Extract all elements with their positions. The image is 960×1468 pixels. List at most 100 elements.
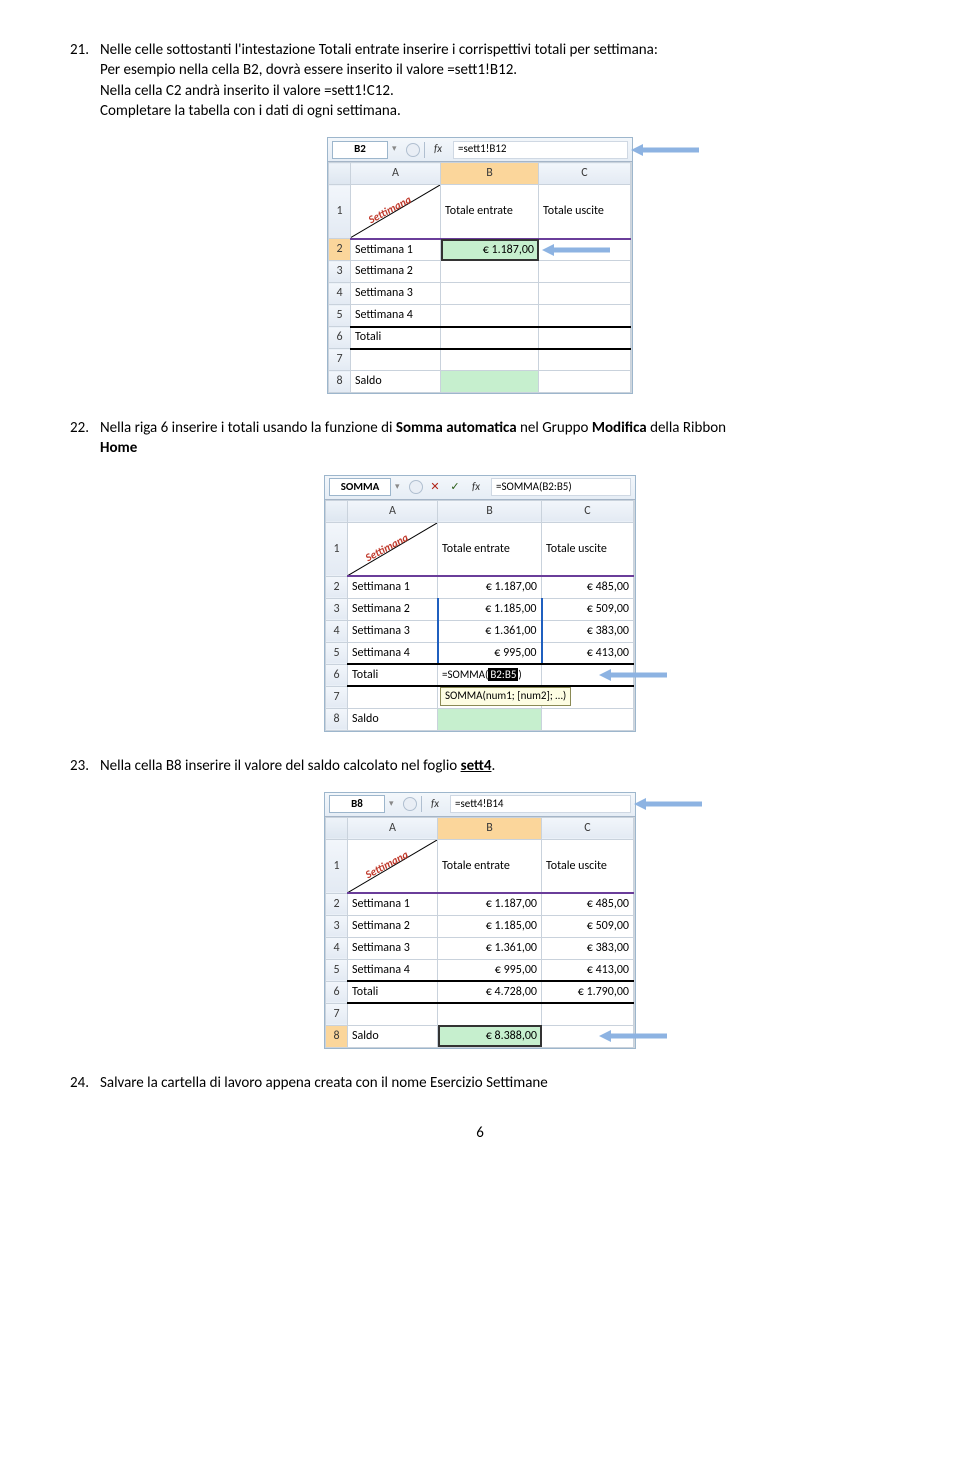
cell-C8[interactable] — [542, 708, 634, 730]
cell-C4[interactable] — [539, 283, 631, 305]
cell-B6[interactable]: =SOMMA(B2:B5) — [438, 664, 542, 686]
cell-C1[interactable]: Totale uscite — [542, 522, 634, 576]
cell-B2[interactable]: € 1.187,00 — [438, 893, 542, 915]
cell-A7[interactable] — [351, 349, 441, 371]
row-header-8[interactable]: 8 — [326, 1025, 348, 1047]
cell-B2[interactable]: € 1.187,00 — [441, 239, 539, 261]
row-header-7[interactable]: 7 — [329, 349, 351, 371]
cell-C2[interactable]: € 485,00 — [542, 893, 634, 915]
cell-B8[interactable]: € 8.388,00 — [438, 1025, 542, 1047]
row-header-3[interactable]: 3 — [329, 261, 351, 283]
cell-B1[interactable]: Totale entrate — [438, 522, 542, 576]
cell-A4[interactable]: Settimana 3 — [351, 283, 441, 305]
cell-A4[interactable]: Settimana 3 — [348, 620, 438, 642]
name-box[interactable]: B8 — [329, 795, 385, 813]
cell-C8[interactable] — [539, 371, 631, 393]
cell-A1[interactable]: Settimana — [351, 185, 441, 239]
row-header-7[interactable]: 7 — [326, 686, 348, 708]
cell-B1[interactable]: Totale entrate — [441, 185, 539, 239]
corner-cell[interactable] — [326, 817, 348, 839]
cell-A6[interactable]: Totali — [348, 981, 438, 1003]
cell-B7[interactable] — [441, 349, 539, 371]
cell-B1[interactable]: Totale entrate — [438, 839, 542, 893]
cell-A1[interactable]: Settimana — [348, 839, 438, 893]
col-header-A[interactable]: A — [348, 500, 438, 522]
cell-B7[interactable]: SOMMA(num1; [num2]; …) — [438, 686, 542, 708]
cell-B8[interactable] — [441, 371, 539, 393]
col-header-A[interactable]: A — [351, 163, 441, 185]
cell-C4[interactable]: € 383,00 — [542, 620, 634, 642]
cell-B2[interactable]: € 1.187,00 — [438, 576, 542, 598]
cell-A7[interactable] — [348, 686, 438, 708]
cell-B3[interactable]: € 1.185,00 — [438, 915, 542, 937]
col-header-A[interactable]: A — [348, 817, 438, 839]
row-header-6[interactable]: 6 — [326, 664, 348, 686]
cell-B3[interactable]: € 1.185,00 — [438, 598, 542, 620]
corner-cell[interactable] — [329, 163, 351, 185]
cell-C2[interactable]: € 485,00 — [542, 576, 634, 598]
fx-icon[interactable]: fx — [426, 797, 444, 812]
row-header-8[interactable]: 8 — [329, 371, 351, 393]
cancel-icon[interactable]: ✕ — [427, 479, 443, 495]
cell-C7[interactable] — [542, 1003, 634, 1025]
cell-A5[interactable]: Settimana 4 — [348, 959, 438, 981]
name-box[interactable]: B2 — [332, 141, 388, 159]
cell-A2[interactable]: Settimana 1 — [348, 576, 438, 598]
cell-A8[interactable]: Saldo — [348, 708, 438, 730]
col-header-B[interactable]: B — [438, 500, 542, 522]
cell-A4[interactable]: Settimana 3 — [348, 937, 438, 959]
cell-B5[interactable]: € 995,00 — [438, 959, 542, 981]
row-header-1[interactable]: 1 — [326, 522, 348, 576]
row-header-5[interactable]: 5 — [329, 305, 351, 327]
col-header-B[interactable]: B — [441, 163, 539, 185]
cell-A2[interactable]: Settimana 1 — [348, 893, 438, 915]
row-header-6[interactable]: 6 — [326, 981, 348, 1003]
formula-input[interactable]: =sett4!B14 — [450, 795, 631, 813]
cell-B7[interactable] — [438, 1003, 542, 1025]
name-box[interactable]: SOMMA — [329, 478, 391, 496]
row-header-1[interactable]: 1 — [326, 839, 348, 893]
cell-A6[interactable]: Totali — [348, 664, 438, 686]
formula-input[interactable]: =SOMMA(B2:B5) — [491, 478, 631, 496]
cell-C6[interactable] — [539, 327, 631, 349]
cell-C5[interactable]: € 413,00 — [542, 642, 634, 664]
cell-B4[interactable] — [441, 283, 539, 305]
cell-B4[interactable]: € 1.361,00 — [438, 620, 542, 642]
cell-B6[interactable]: € 4.728,00 — [438, 981, 542, 1003]
cell-B4[interactable]: € 1.361,00 — [438, 937, 542, 959]
row-header-8[interactable]: 8 — [326, 708, 348, 730]
row-header-3[interactable]: 3 — [326, 915, 348, 937]
row-header-4[interactable]: 4 — [329, 283, 351, 305]
cell-C5[interactable] — [539, 305, 631, 327]
cell-A1[interactable]: Settimana — [348, 522, 438, 576]
cell-B5[interactable] — [441, 305, 539, 327]
dropdown-icon[interactable]: ▾ — [389, 798, 399, 810]
col-header-B[interactable]: B — [438, 817, 542, 839]
cell-B3[interactable] — [441, 261, 539, 283]
row-header-4[interactable]: 4 — [326, 937, 348, 959]
formula-input[interactable]: =sett1!B12 — [453, 141, 628, 159]
row-header-1[interactable]: 1 — [329, 185, 351, 239]
cell-B5[interactable]: € 995,00 — [438, 642, 542, 664]
corner-cell[interactable] — [326, 500, 348, 522]
cell-C3[interactable]: € 509,00 — [542, 915, 634, 937]
cell-B6[interactable] — [441, 327, 539, 349]
row-header-7[interactable]: 7 — [326, 1003, 348, 1025]
row-header-5[interactable]: 5 — [326, 959, 348, 981]
cell-C6[interactable]: € 1.790,00 — [542, 981, 634, 1003]
col-header-C[interactable]: C — [539, 163, 631, 185]
col-header-C[interactable]: C — [542, 500, 634, 522]
cell-A5[interactable]: Settimana 4 — [351, 305, 441, 327]
cell-C4[interactable]: € 383,00 — [542, 937, 634, 959]
row-header-3[interactable]: 3 — [326, 598, 348, 620]
cell-A3[interactable]: Settimana 2 — [351, 261, 441, 283]
fx-icon[interactable]: fx — [429, 142, 447, 157]
cell-A5[interactable]: Settimana 4 — [348, 642, 438, 664]
cell-C5[interactable]: € 413,00 — [542, 959, 634, 981]
cell-A8[interactable]: Saldo — [348, 1025, 438, 1047]
cell-A3[interactable]: Settimana 2 — [348, 915, 438, 937]
cell-A3[interactable]: Settimana 2 — [348, 598, 438, 620]
cell-C1[interactable]: Totale uscite — [539, 185, 631, 239]
cell-A6[interactable]: Totali — [351, 327, 441, 349]
row-header-2[interactable]: 2 — [326, 576, 348, 598]
